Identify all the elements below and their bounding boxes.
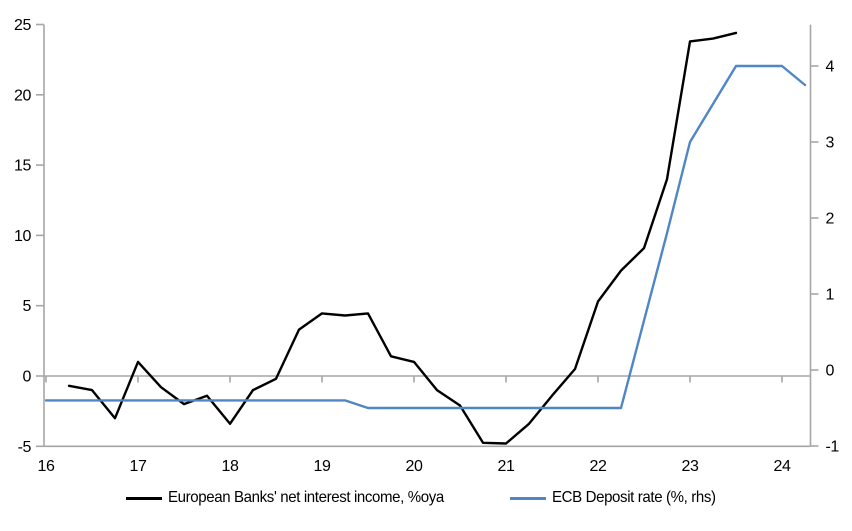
x-axis-tick-label: 22 [590, 458, 607, 475]
right-axis-tick-label: -1 [826, 439, 840, 456]
x-axis-tick-label: 16 [38, 458, 55, 475]
series-line-net-interest-income [67, 31, 738, 445]
left-axis-tick-label: 15 [14, 158, 31, 175]
right-axis-tick-label: 3 [826, 135, 835, 152]
left-axis-tick-label: -5 [18, 439, 32, 456]
x-axis-tick-label: 19 [314, 458, 331, 475]
legend-line-swatch-black [126, 496, 163, 500]
left-axis-tick-label: 25 [14, 17, 31, 34]
x-axis-tick-label: 21 [498, 458, 515, 475]
series-line-ecb-deposit-rate [44, 64, 807, 410]
x-axis-tick-label: 23 [682, 458, 699, 475]
legend-label-net-interest-income: European Banks' net interest income, %oy… [168, 489, 445, 506]
left-axis-tick-label: 5 [23, 298, 32, 315]
x-axis-tick-label: 24 [774, 458, 791, 475]
right-axis-tick-label: 0 [826, 363, 835, 380]
legend-line-swatch-blue [509, 496, 546, 500]
legend-label-ecb-deposit-rate: ECB Deposit rate (%, rhs) [551, 489, 716, 506]
legend-item-ecb-deposit-rate: ECB Deposit rate (%, rhs) [509, 489, 726, 507]
x-axis-tick-label: 18 [222, 458, 239, 475]
legend-item-net-interest-income: European Banks' net interest income, %oy… [126, 489, 462, 507]
right-axis-tick-label: 2 [826, 211, 835, 228]
right-axis-tick-label: 1 [826, 287, 835, 304]
left-axis-tick-label: 20 [14, 87, 31, 104]
right-axis-tick-label: 4 [826, 59, 835, 76]
x-axis-tick-label: 20 [406, 458, 423, 475]
x-axis-tick-label: 17 [130, 458, 147, 475]
left-axis-tick-label: 10 [14, 228, 31, 245]
chart-legend: European Banks' net interest income, %oy… [0, 489, 852, 507]
left-axis-tick-label: 0 [23, 369, 32, 386]
